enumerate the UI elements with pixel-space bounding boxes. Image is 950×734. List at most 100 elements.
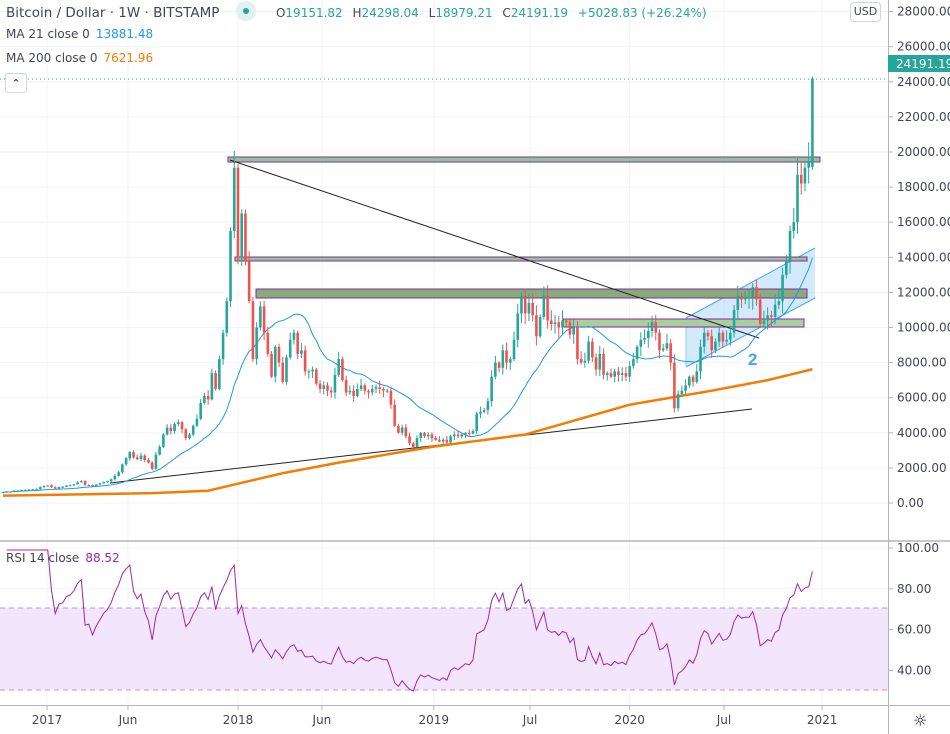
candle-body xyxy=(453,434,456,437)
time-tick-label: Jun xyxy=(118,713,138,727)
candle-body xyxy=(180,422,184,430)
candle-body xyxy=(583,360,587,363)
candle-body xyxy=(404,427,408,437)
candle-body xyxy=(807,162,810,168)
candle-body xyxy=(520,295,523,314)
candle-body xyxy=(91,484,94,487)
candle-body xyxy=(393,404,396,426)
candle-body xyxy=(98,483,102,485)
candle-body xyxy=(333,374,337,393)
ma200-label[interactable]: MA 200 close 0 xyxy=(6,51,98,65)
symbol-legend[interactable]: Bitcoin / Dollar · 1W · BITSTAMP O19151.… xyxy=(6,1,707,23)
candle-body xyxy=(135,457,139,460)
candle-body xyxy=(400,427,404,433)
candle-body xyxy=(113,475,117,480)
candle-body xyxy=(236,167,240,258)
candle-body xyxy=(412,443,415,447)
candle-body xyxy=(747,297,751,299)
candle-body xyxy=(635,346,639,360)
candle-body xyxy=(680,390,684,395)
rsi-tick-label: 60.00 xyxy=(897,623,931,637)
candle-body xyxy=(367,390,370,393)
candles xyxy=(1,76,814,494)
candle-body xyxy=(684,385,687,391)
candle-body xyxy=(57,487,61,489)
candle-body xyxy=(206,395,210,400)
candle-body xyxy=(441,439,445,442)
gear-icon[interactable]: ☼ xyxy=(913,711,928,730)
candle-body xyxy=(721,332,725,342)
last-price-label: 24191.19 xyxy=(896,57,950,71)
candle-body xyxy=(240,213,244,258)
candle-body xyxy=(729,332,732,340)
candle-body xyxy=(165,427,169,435)
candle-body xyxy=(9,491,12,493)
candle-body xyxy=(139,455,143,460)
candle-body xyxy=(736,295,740,310)
candle-body xyxy=(154,454,158,469)
candle-body xyxy=(39,487,42,490)
candle-body xyxy=(482,409,486,412)
rsi-line xyxy=(6,549,813,692)
descending-trendline[interactable] xyxy=(229,159,760,339)
symbol-title[interactable]: Bitcoin / Dollar · 1W · BITSTAMP xyxy=(6,5,220,21)
ma21-legend[interactable]: MA 21 close 0 13881.48 xyxy=(6,27,153,41)
candle-body xyxy=(221,332,225,360)
candle-body xyxy=(177,422,180,425)
price-tick-label: 28000.00 xyxy=(897,5,950,19)
currency-button[interactable]: USD xyxy=(850,2,881,22)
candle-body xyxy=(591,341,594,358)
candle-body xyxy=(303,350,307,372)
market-status-icon[interactable] xyxy=(235,1,256,21)
candle-body xyxy=(359,385,363,389)
candle-body xyxy=(576,327,579,360)
rsi-label[interactable]: RSI 14 close xyxy=(6,551,80,565)
price-tick-label: 0.00 xyxy=(897,496,924,510)
candle-body xyxy=(273,346,277,377)
candle-body xyxy=(53,487,57,489)
resistance-zone-13900[interactable] xyxy=(234,256,808,262)
candle-body xyxy=(632,359,635,367)
resistance-zone-12000[interactable] xyxy=(255,288,808,299)
candle-body xyxy=(385,390,389,392)
candle-body xyxy=(717,332,721,342)
price-tick-label: 18000.00 xyxy=(897,180,950,194)
time-tick-label: Jun xyxy=(312,713,332,727)
candle-body xyxy=(322,385,326,389)
ma200-legend[interactable]: MA 200 close 0 7621.96 xyxy=(6,51,153,65)
candle-body xyxy=(564,320,568,323)
candle-body xyxy=(688,376,691,386)
candle-body xyxy=(426,434,430,437)
candle-body xyxy=(725,339,728,342)
candle-body xyxy=(732,309,736,333)
candle-body xyxy=(792,222,796,231)
price-tick-label: 26000.00 xyxy=(897,40,950,54)
candle-body xyxy=(143,455,147,461)
candle-body xyxy=(676,394,680,409)
candle-body xyxy=(658,332,661,351)
ma21-label[interactable]: MA 21 close 0 xyxy=(6,27,90,41)
candle-body xyxy=(31,489,35,491)
candle-body xyxy=(184,429,188,439)
resistance-zone-19600[interactable] xyxy=(227,156,821,163)
candle-body xyxy=(609,373,613,377)
candle-body xyxy=(378,387,382,389)
candle-body xyxy=(438,439,441,442)
rsi-legend[interactable]: RSI 14 close 88.52 xyxy=(6,551,120,565)
collapse-legend-button[interactable]: ⌃ xyxy=(5,73,27,93)
candle-body xyxy=(665,343,669,349)
candle-body xyxy=(1,492,5,494)
channel-lower-line[interactable] xyxy=(685,297,816,368)
price-tick-label: 22000.00 xyxy=(897,110,950,124)
candle-body xyxy=(50,485,53,488)
candle-body xyxy=(150,462,154,469)
candle-body xyxy=(445,439,449,443)
candle-body xyxy=(699,346,702,372)
chevron-up-icon: ⌃ xyxy=(11,77,21,90)
candle-body xyxy=(382,388,385,391)
candle-body xyxy=(512,339,516,360)
candle-body xyxy=(695,371,699,382)
ohlc-values: O19151.82 H24298.04 L18979.21 C24191.19 … xyxy=(275,6,707,20)
candle-body xyxy=(27,489,31,491)
